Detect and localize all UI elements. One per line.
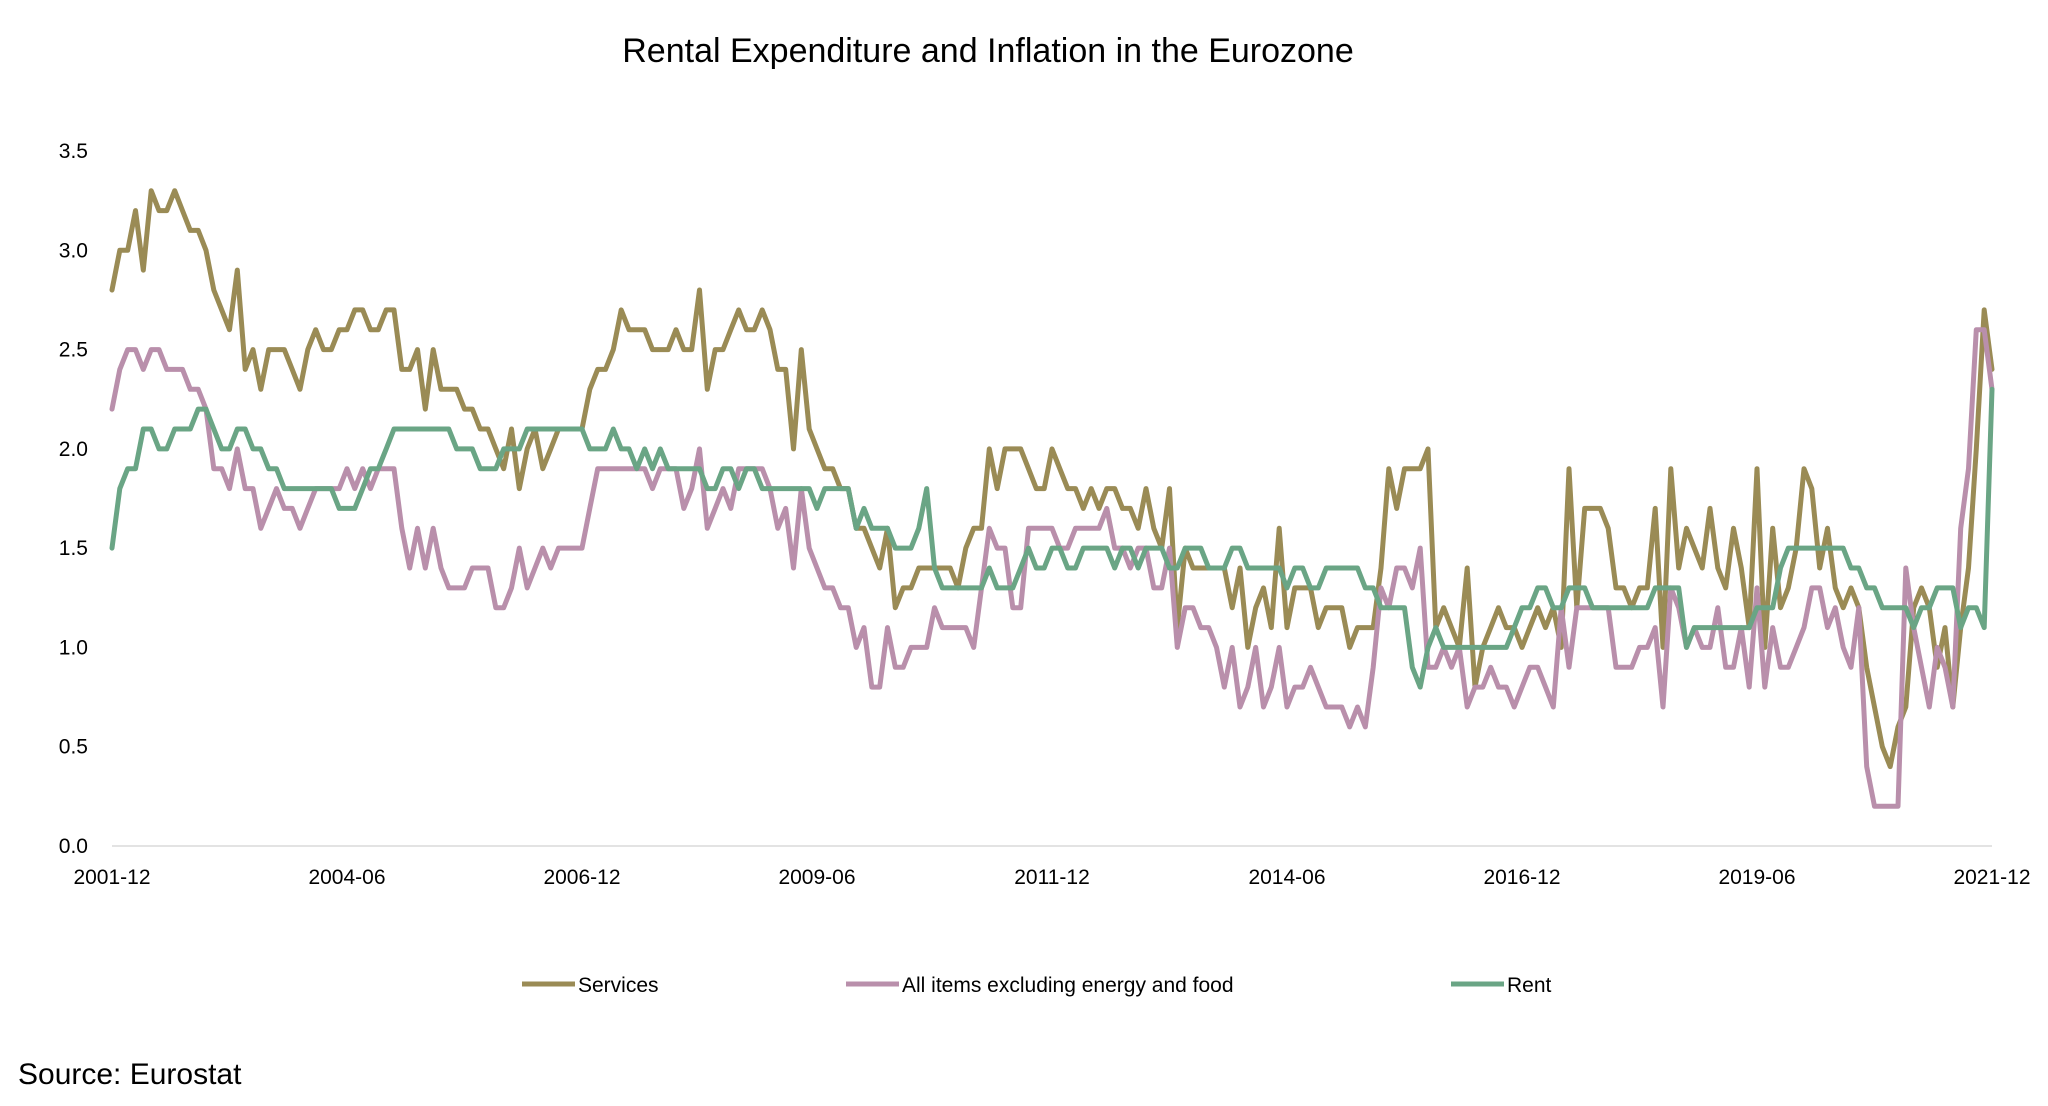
series-line-rent [109, 386, 1995, 690]
legend-label: All items excluding energy and food [902, 974, 1234, 997]
y-tick-label: 2.0 [59, 438, 88, 461]
legend-label: Services [578, 974, 659, 997]
y-tick-label: 2.5 [59, 339, 88, 362]
legend-item: All items excluding energy and food [846, 974, 1234, 997]
y-tick-label: 1.5 [59, 537, 88, 560]
x-tick-label: 2004-06 [308, 866, 385, 889]
x-tick-label: 2021-12 [1953, 866, 2030, 889]
y-tick-label: 3.5 [59, 140, 88, 163]
y-tick-label: 3.0 [59, 239, 88, 262]
x-tick-label: 2014-06 [1248, 866, 1325, 889]
chart-title: Rental Expenditure and Inflation in the … [622, 32, 1354, 70]
x-tick-label: 2006-12 [543, 866, 620, 889]
series-line-all-items-excluding-energy-and-food [109, 327, 1995, 809]
y-tick-label: 1.0 [59, 636, 88, 659]
x-tick-label: 2011-12 [1014, 866, 1090, 889]
legend-item: Services [522, 974, 659, 997]
legend: Services All items excluding energy and f… [522, 974, 1552, 997]
x-tick-label: 2019-06 [1718, 866, 1795, 889]
x-tick-label: 2009-06 [778, 866, 855, 889]
x-tick-label: 2001-12 [73, 866, 150, 889]
series-line-services [109, 188, 1995, 770]
x-tick-label: 2016-12 [1483, 866, 1560, 889]
y-tick-label: 0.5 [59, 736, 88, 759]
legend-label: Rent [1507, 974, 1552, 997]
y-axis: 0.0 0.5 1.0 1.5 2.0 2.5 3.0 3.5 [59, 140, 88, 858]
source-note: Source: Eurostat [18, 1058, 242, 1091]
legend-item: Rent [1451, 974, 1552, 997]
plot-lines [109, 188, 1995, 809]
y-tick-label: 0.0 [59, 835, 88, 858]
x-axis: 2001-12 2004-06 2006-12 2009-06 2011-12 2014-… [73, 866, 2030, 889]
